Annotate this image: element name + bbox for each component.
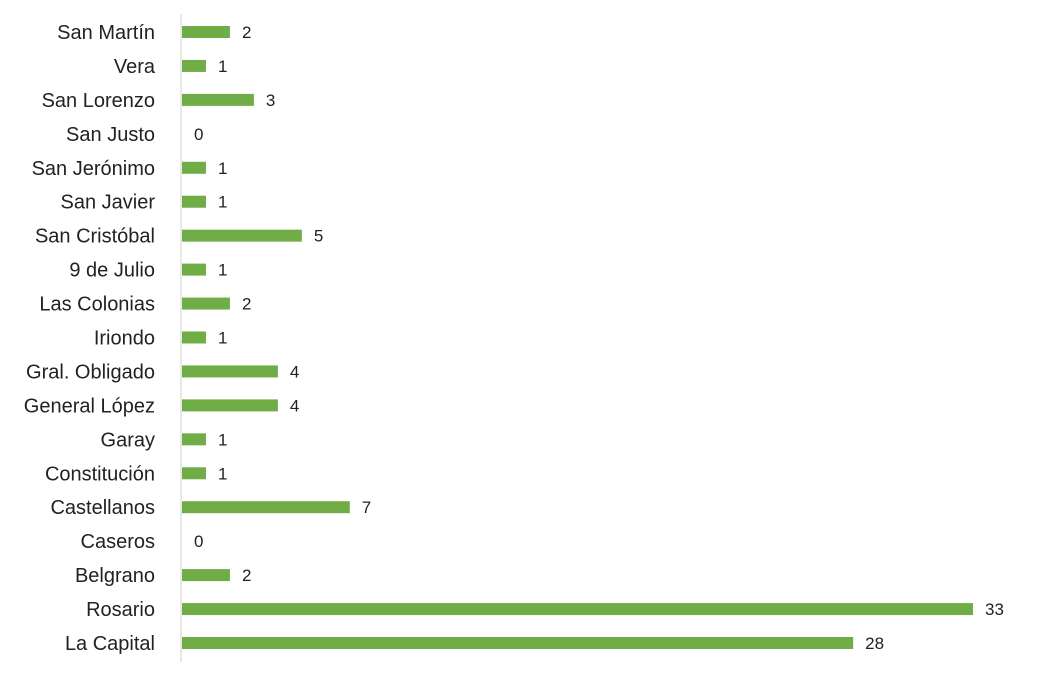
bar <box>182 501 350 514</box>
category-label: San Lorenzo <box>42 90 155 112</box>
bar <box>182 93 254 106</box>
category-label: General López <box>24 395 155 417</box>
data-label: 3 <box>266 91 275 110</box>
data-label: 7 <box>362 498 371 517</box>
data-label: 2 <box>242 566 251 585</box>
data-label: 33 <box>985 600 1004 619</box>
category-label: San Justo <box>66 124 155 146</box>
bar <box>182 263 206 276</box>
bar <box>182 331 206 344</box>
category-label: San Javier <box>61 192 156 214</box>
category-label: Vera <box>114 56 156 78</box>
category-label: Las Colonias <box>39 294 155 316</box>
data-label: 4 <box>290 362 299 381</box>
data-label: 1 <box>218 261 227 280</box>
data-label: 5 <box>314 227 323 246</box>
category-label: Belgrano <box>75 565 155 587</box>
data-label: 4 <box>290 396 299 415</box>
data-label: 0 <box>194 125 203 144</box>
data-label: 1 <box>218 57 227 76</box>
category-label: San Cristóbal <box>35 226 155 248</box>
bar <box>182 603 973 616</box>
bar <box>182 26 230 38</box>
data-label: 2 <box>242 23 251 42</box>
data-label: 1 <box>218 159 227 178</box>
category-label: 9 de Julio <box>69 260 155 282</box>
data-label: 1 <box>218 430 227 449</box>
bar <box>182 59 206 72</box>
category-label: La Capital <box>65 633 155 655</box>
category-label: Castellanos <box>50 497 155 519</box>
bar <box>182 297 230 310</box>
bar <box>182 637 854 649</box>
bar <box>182 195 206 208</box>
data-label: 28 <box>865 634 884 653</box>
bar <box>182 399 278 412</box>
bar <box>182 365 278 378</box>
category-label: Constitución <box>45 463 155 485</box>
data-label: 0 <box>194 532 203 551</box>
category-label: Rosario <box>86 599 155 621</box>
category-label: San Jerónimo <box>32 158 155 180</box>
data-label: 1 <box>218 464 227 483</box>
bar <box>182 569 230 582</box>
category-label: Caseros <box>81 531 155 553</box>
bar <box>182 161 206 174</box>
data-label: 1 <box>218 193 227 212</box>
category-label: Garay <box>101 429 155 451</box>
data-label: 2 <box>242 295 251 314</box>
data-label: 1 <box>218 329 227 348</box>
category-label: Iriondo <box>94 328 155 350</box>
bar <box>182 433 206 446</box>
bar <box>182 467 206 480</box>
bar <box>182 229 302 242</box>
category-label: San Martín <box>57 22 155 44</box>
category-label: Gral. Obligado <box>26 361 155 383</box>
